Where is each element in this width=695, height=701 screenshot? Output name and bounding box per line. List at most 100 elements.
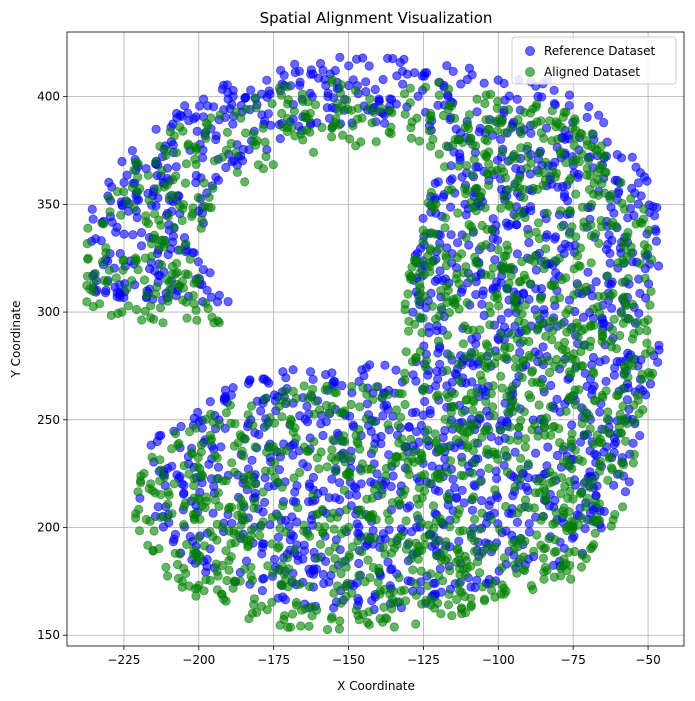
data-point	[342, 469, 352, 480]
data-point	[287, 609, 298, 619]
data-point	[462, 298, 472, 308]
data-point	[127, 276, 137, 286]
data-point	[534, 234, 545, 244]
data-point	[315, 539, 326, 550]
data-point	[432, 274, 443, 284]
data-point	[327, 77, 337, 87]
data-point	[185, 254, 195, 264]
data-point	[584, 102, 594, 112]
data-point	[336, 436, 346, 446]
data-point	[82, 297, 92, 307]
data-point	[288, 450, 298, 460]
data-point	[211, 134, 221, 145]
data-point	[354, 425, 364, 435]
data-point	[480, 203, 490, 213]
data-point	[561, 158, 571, 168]
data-point	[295, 579, 305, 589]
data-point	[502, 240, 512, 250]
data-point	[156, 489, 166, 500]
data-point	[99, 275, 109, 286]
data-point	[387, 497, 398, 508]
data-point	[263, 481, 274, 492]
data-point	[496, 203, 506, 213]
data-point	[512, 94, 522, 104]
data-point	[501, 501, 511, 512]
data-point	[183, 141, 193, 151]
data-point	[453, 208, 463, 218]
data-point	[653, 261, 664, 271]
data-point	[451, 124, 461, 134]
data-point	[97, 257, 108, 267]
data-point	[148, 486, 158, 496]
x-tick-label: −200	[182, 653, 215, 667]
data-point	[593, 302, 603, 312]
data-point	[225, 400, 235, 410]
data-point	[398, 489, 408, 500]
data-point	[475, 325, 485, 335]
data-point	[183, 270, 193, 280]
data-point	[202, 285, 212, 295]
data-point	[368, 444, 379, 455]
data-point	[306, 390, 316, 400]
data-point	[181, 297, 191, 307]
data-point	[576, 562, 587, 572]
data-point	[549, 85, 559, 95]
data-point	[318, 65, 328, 75]
data-point	[322, 462, 332, 472]
data-point	[539, 544, 549, 554]
data-point	[215, 110, 225, 120]
data-point	[171, 428, 181, 439]
data-point	[308, 490, 318, 500]
data-point	[642, 326, 652, 336]
data-point	[531, 265, 541, 275]
data-point	[597, 178, 607, 189]
data-point	[510, 482, 520, 492]
data-point	[519, 565, 530, 576]
data-point	[239, 472, 249, 482]
data-point	[627, 152, 637, 162]
data-point	[398, 79, 408, 89]
data-point	[163, 211, 173, 221]
data-point	[430, 485, 440, 495]
data-point	[559, 337, 570, 347]
data-point	[198, 153, 208, 163]
data-point	[385, 106, 395, 116]
data-point	[167, 461, 177, 471]
data-point	[504, 200, 514, 210]
data-point	[131, 157, 141, 167]
data-point	[188, 209, 198, 219]
data-point	[481, 396, 491, 407]
data-point	[171, 171, 181, 181]
data-point	[320, 385, 330, 395]
data-point	[450, 483, 460, 493]
data-point	[326, 132, 337, 142]
y-tick-label: 350	[37, 197, 60, 211]
data-point	[451, 594, 462, 605]
data-point	[423, 198, 433, 208]
data-point	[318, 430, 328, 441]
data-point	[453, 422, 463, 432]
data-point	[585, 467, 595, 477]
data-point	[377, 489, 387, 499]
data-point	[251, 478, 261, 488]
data-point	[586, 258, 596, 268]
data-point	[352, 519, 362, 529]
data-point	[518, 193, 529, 203]
data-point	[436, 552, 446, 562]
data-point	[477, 508, 487, 518]
data-point	[446, 230, 456, 240]
data-point	[475, 410, 485, 420]
data-point	[490, 485, 500, 495]
data-point	[482, 169, 493, 179]
data-point	[384, 525, 394, 535]
data-point	[492, 293, 503, 304]
data-point	[417, 328, 427, 338]
data-point	[547, 136, 557, 146]
x-axis-title: X Coordinate	[337, 679, 415, 693]
data-point	[213, 462, 224, 472]
data-point	[249, 503, 259, 513]
data-point	[257, 585, 267, 596]
data-point	[514, 183, 525, 194]
data-point	[293, 555, 303, 566]
